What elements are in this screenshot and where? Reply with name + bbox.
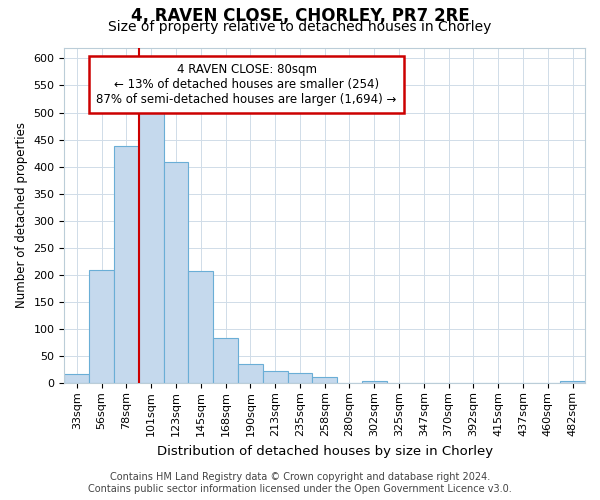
Bar	[64, 374, 89, 384]
Bar	[188, 270, 213, 384]
Bar	[287, 372, 313, 384]
Text: 4, RAVEN CLOSE, CHORLEY, PR7 2RE: 4, RAVEN CLOSE, CHORLEY, PR7 2RE	[131, 8, 469, 26]
Bar	[213, 338, 238, 384]
Bar	[89, 270, 114, 384]
Text: Contains HM Land Registry data © Crown copyright and database right 2024.
Contai: Contains HM Land Registry data © Crown c…	[88, 472, 512, 494]
Bar	[362, 380, 386, 384]
Bar	[238, 364, 263, 384]
Bar	[139, 112, 164, 384]
Text: Size of property relative to detached houses in Chorley: Size of property relative to detached ho…	[109, 20, 491, 34]
Y-axis label: Number of detached properties: Number of detached properties	[15, 122, 28, 308]
Bar	[560, 380, 585, 384]
Bar	[114, 146, 139, 384]
Bar	[313, 377, 337, 384]
Bar	[164, 162, 188, 384]
X-axis label: Distribution of detached houses by size in Chorley: Distribution of detached houses by size …	[157, 444, 493, 458]
Text: 4 RAVEN CLOSE: 80sqm
← 13% of detached houses are smaller (254)
87% of semi-deta: 4 RAVEN CLOSE: 80sqm ← 13% of detached h…	[97, 62, 397, 106]
Bar	[263, 372, 287, 384]
